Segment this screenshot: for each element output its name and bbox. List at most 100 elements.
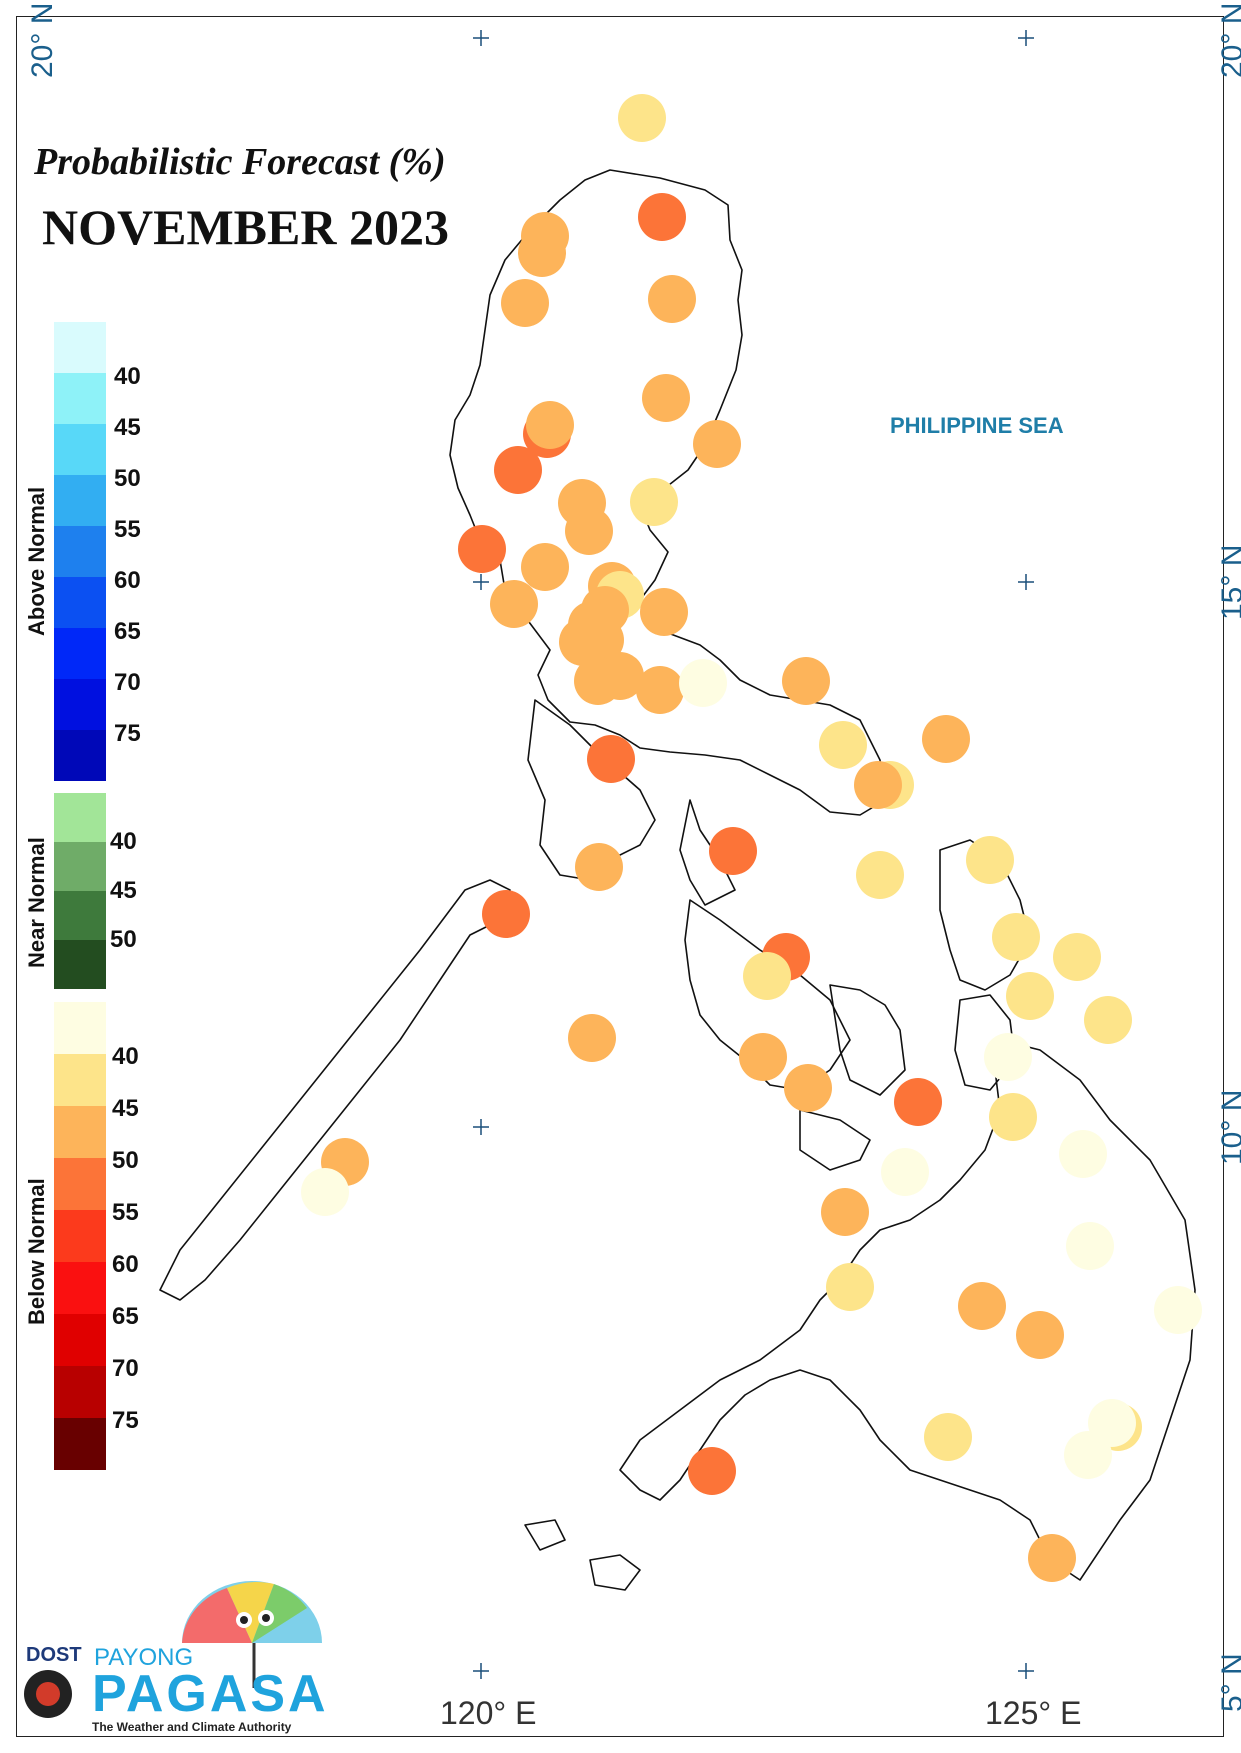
legend-swatch-near: [54, 793, 106, 842]
legend-swatch-near: [54, 842, 106, 891]
forecast-marker: [642, 374, 690, 422]
map-subtitle: NOVEMBER 2023: [42, 199, 449, 255]
grid-cross-icon: [1018, 574, 1034, 590]
legend-tick-below-75: 75: [112, 1407, 139, 1434]
forecast-marker: [709, 827, 757, 875]
umbrella-icon: [24, 1581, 322, 1718]
forecast-marker: [856, 851, 904, 899]
coastline: [799, 1109, 871, 1171]
legend-swatch-below: [54, 1366, 106, 1418]
forecast-marker: [587, 735, 635, 783]
legend-tick-below-70: 70: [112, 1355, 139, 1382]
forecast-marker: [1154, 1286, 1202, 1334]
legend-swatch-above: [54, 475, 106, 526]
map-frame: [16, 16, 1224, 1737]
grid-cross-icon: [473, 30, 489, 46]
legend-tick-near-40: 40: [110, 828, 137, 855]
legend-swatch-above: [54, 373, 106, 424]
forecast-marker: [1064, 1431, 1112, 1479]
legend-tick-below-45: 45: [112, 1095, 139, 1122]
legend-swatch-below: [54, 1418, 106, 1470]
forecast-marker: [568, 1014, 616, 1062]
grid-cross-icon: [473, 1663, 489, 1679]
coastline: [589, 1554, 641, 1591]
forecast-marker: [854, 761, 902, 809]
lat-label-right-20: 20° N: [1216, 3, 1241, 78]
legend-swatch-above: [54, 424, 106, 475]
forecast-marker: [640, 588, 688, 636]
forecast-marker: [630, 478, 678, 526]
forecast-marker: [826, 1263, 874, 1311]
legend-swatch-above: [54, 577, 106, 628]
legend-swatch-near: [54, 940, 106, 989]
forecast-marker: [1059, 1130, 1107, 1178]
forecast-marker: [575, 843, 623, 891]
forecast-marker: [922, 715, 970, 763]
payong-pagasa-logo: DOST PAYONG PAGASA The Weather and Clima…: [22, 1568, 326, 1738]
legend-tick-below-55: 55: [112, 1199, 139, 1226]
map-title: Probabilistic Forecast (%): [34, 141, 446, 183]
legend-tick-above-60: 60: [114, 567, 141, 594]
forecast-marker: [894, 1078, 942, 1126]
legend-tick-above-50: 50: [114, 465, 141, 492]
sea-label: PHILIPPINE SEA: [890, 413, 1064, 438]
legend-tick-below-40: 40: [112, 1043, 139, 1070]
legend-swatch-below: [54, 1314, 106, 1366]
forecast-marker: [501, 279, 549, 327]
forecast-marker: [984, 1033, 1032, 1081]
legend-swatch-below: [54, 1106, 106, 1158]
legend-swatch-below: [54, 1054, 106, 1106]
coastline: [524, 1519, 566, 1551]
forecast-marker: [693, 420, 741, 468]
forecast-marker: [638, 193, 686, 241]
forecast-marker: [1084, 996, 1132, 1044]
coastline: [449, 169, 886, 816]
forecast-marker: [679, 659, 727, 707]
legend-tick-above-70: 70: [114, 669, 141, 696]
forecast-marker: [618, 94, 666, 142]
legend-swatch-near: [54, 891, 106, 940]
forecast-marker: [494, 446, 542, 494]
coastline: [159, 879, 511, 1301]
forecast-marker: [636, 666, 684, 714]
grid-cross-icon: [1018, 30, 1034, 46]
logo-tagline: The Weather and Climate Authority: [92, 1720, 292, 1734]
logo-dost: DOST: [26, 1644, 82, 1666]
legend-swatch-above: [54, 526, 106, 577]
forecast-marker: [881, 1148, 929, 1196]
forecast-marker: [518, 229, 566, 277]
forecast-marker: [924, 1413, 972, 1461]
forecast-marker: [992, 913, 1040, 961]
forecast-marker: [821, 1188, 869, 1236]
lon-label-120: 120° E: [440, 1695, 537, 1731]
forecast-marker: [565, 507, 613, 555]
logo-payong: PAYONG: [94, 1644, 194, 1671]
coastline: [619, 1039, 1196, 1581]
forecast-marker: [966, 836, 1014, 884]
legend-title-near: Near Normal: [24, 837, 49, 968]
legend-swatch-below: [54, 1262, 106, 1314]
legend-tick-below-65: 65: [112, 1303, 139, 1330]
forecast-marker: [1053, 933, 1101, 981]
coastline: [679, 799, 736, 906]
legend-tick-above-40: 40: [114, 363, 141, 390]
forecast-marker: [526, 401, 574, 449]
grid-cross-icon: [473, 574, 489, 590]
forecast-marker: [739, 1033, 787, 1081]
forecast-marker: [688, 1447, 736, 1495]
legend-title-below: Below Normal: [24, 1178, 49, 1325]
legend-tick-near-45: 45: [110, 877, 137, 904]
forecast-marker: [782, 657, 830, 705]
forecast-marker: [1028, 1534, 1076, 1582]
forecast-marker: [743, 952, 791, 1000]
forecast-marker: [648, 275, 696, 323]
forecast-marker: [784, 1064, 832, 1112]
forecast-marker: [1066, 1222, 1114, 1270]
grid-cross-icon: [473, 1119, 489, 1135]
legend-tick-near-50: 50: [110, 926, 137, 953]
forecast-marker: [989, 1093, 1037, 1141]
forecast-marker: [819, 721, 867, 769]
forecast-marker: [490, 580, 538, 628]
forecast-marker: [574, 657, 622, 705]
legend-tick-below-60: 60: [112, 1251, 139, 1278]
